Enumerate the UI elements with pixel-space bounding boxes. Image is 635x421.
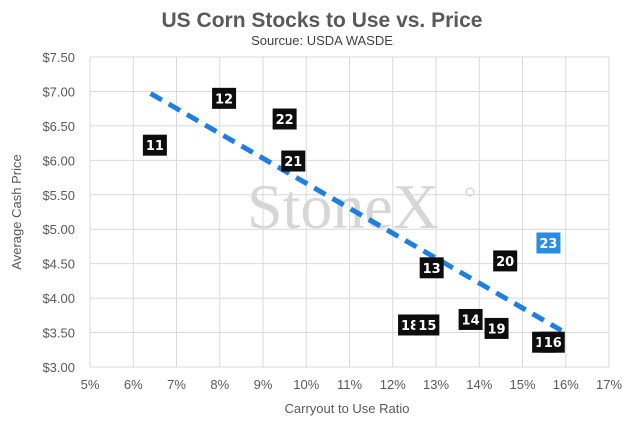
y-tick-label: $5.00 bbox=[42, 222, 75, 237]
watermark: StoneX bbox=[247, 171, 475, 242]
trendline-path bbox=[149, 91, 563, 333]
data-point-marker bbox=[540, 331, 565, 353]
data-point-23: 23 bbox=[536, 232, 561, 254]
y-tick-label: $6.50 bbox=[42, 119, 75, 134]
data-point-marker bbox=[493, 250, 518, 272]
y-tick-label: $4.00 bbox=[42, 291, 75, 306]
data-point-label: 11 bbox=[146, 139, 164, 154]
data-point-label: 18 bbox=[401, 319, 419, 334]
data-point-marker bbox=[415, 314, 440, 336]
x-tick-label: 5% bbox=[81, 377, 100, 392]
y-axis-label: Average Cash Price bbox=[9, 154, 24, 269]
x-tick-label: 10% bbox=[293, 377, 319, 392]
data-point-label: 20 bbox=[496, 255, 514, 270]
chart-title: US Corn Stocks to Use vs. Price bbox=[162, 9, 483, 32]
data-point-marker bbox=[281, 150, 306, 172]
x-axis-label: Carryout to Use Ratio bbox=[285, 401, 410, 416]
data-point-label: 16 bbox=[544, 336, 562, 351]
x-axis-ticks: 5% 6% 7% 8% 9% 10% 11% 12% 13% 14% 15% 16% 17% bbox=[81, 377, 623, 392]
data-point-label: 19 bbox=[488, 322, 506, 337]
data-point-label: 23 bbox=[539, 237, 557, 252]
x-tick-label: 6% bbox=[124, 377, 143, 392]
y-tick-label: $3.50 bbox=[42, 326, 75, 341]
data-points: 11122221132023181514191716 bbox=[142, 87, 565, 353]
chart-subtitle: Sourcue: USDA WASDE bbox=[251, 33, 393, 48]
data-point-20: 20 bbox=[493, 250, 518, 272]
data-point-12: 12 bbox=[212, 87, 237, 109]
grid bbox=[89, 56, 610, 368]
data-point-14: 14 bbox=[458, 308, 483, 330]
data-point-marker bbox=[419, 257, 444, 279]
x-tick-label: 13% bbox=[423, 377, 449, 392]
y-tick-label: $3.00 bbox=[42, 360, 75, 375]
data-point-15: 15 bbox=[415, 314, 440, 336]
y-tick-label: $5.50 bbox=[42, 188, 75, 203]
data-point-marker bbox=[458, 308, 483, 330]
y-axis-ticks: $3.00 $3.50 $4.00 $4.50 $5.00 $5.50 $6.00 $6.50… bbox=[42, 50, 75, 375]
y-tick-label: $6.00 bbox=[42, 153, 75, 168]
registered-mark-icon bbox=[465, 187, 475, 197]
x-tick-label: 11% bbox=[337, 377, 362, 392]
data-point-label: 22 bbox=[276, 113, 294, 128]
data-point-label: 13 bbox=[423, 262, 441, 277]
x-tick-label: 8% bbox=[210, 377, 229, 392]
x-tick-label: 12% bbox=[380, 377, 406, 392]
data-point-22: 22 bbox=[272, 108, 297, 130]
x-tick-label: 15% bbox=[509, 377, 535, 392]
data-point-label: 14 bbox=[462, 313, 480, 328]
data-point-21: 21 bbox=[281, 150, 306, 172]
data-point-marker bbox=[484, 317, 509, 339]
data-point-19: 19 bbox=[484, 317, 509, 339]
x-tick-label: 14% bbox=[466, 377, 492, 392]
data-point-11: 11 bbox=[142, 134, 167, 156]
y-tick-label: $4.50 bbox=[42, 257, 75, 272]
watermark-text: StoneX bbox=[247, 171, 439, 242]
data-point-marker bbox=[212, 87, 237, 109]
y-tick-label: $7.50 bbox=[42, 50, 75, 65]
data-point-label: 15 bbox=[418, 319, 436, 334]
y-tick-label: $7.00 bbox=[42, 84, 75, 99]
x-tick-label: 17% bbox=[596, 377, 622, 392]
data-point-marker bbox=[536, 232, 561, 254]
data-point-marker bbox=[272, 108, 297, 130]
x-tick-label: 16% bbox=[553, 377, 579, 392]
x-tick-label: 9% bbox=[254, 377, 273, 392]
data-point-marker bbox=[142, 134, 167, 156]
data-point-16: 16 bbox=[540, 331, 565, 353]
trendline bbox=[149, 91, 563, 333]
x-tick-label: 7% bbox=[167, 377, 186, 392]
data-point-13: 13 bbox=[419, 257, 444, 279]
data-point-label: 12 bbox=[215, 92, 233, 107]
data-point-label: 21 bbox=[284, 155, 302, 170]
